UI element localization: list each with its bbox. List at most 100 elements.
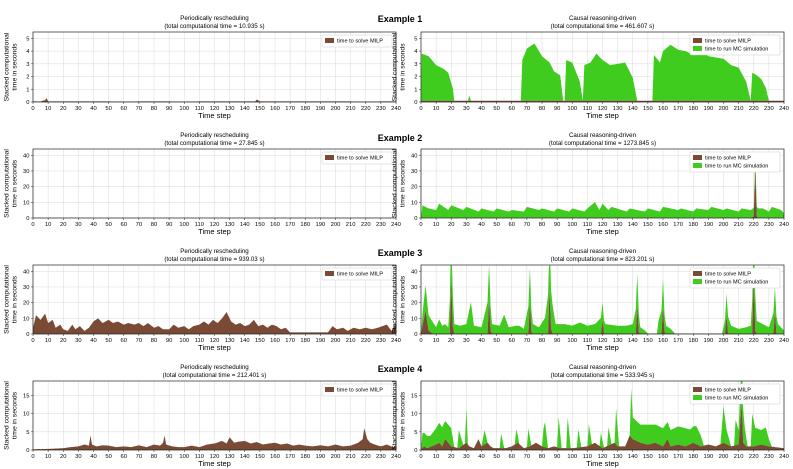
y-tick-label: 30 [411, 169, 417, 175]
x-tick-label: 130 [613, 454, 623, 460]
x-tick-label: 0 [419, 454, 422, 460]
x-tick-label: 10 [433, 338, 439, 344]
x-tick-label: 0 [419, 338, 422, 344]
legend: time to solve MILP time to run MC simulat… [689, 151, 781, 173]
x-tick-label: 30 [463, 222, 469, 228]
x-tick-label: 200 [331, 338, 341, 344]
x-tick-label: 60 [121, 222, 127, 228]
x-tick-label: 190 [316, 338, 326, 344]
x-tick-label: 220 [361, 454, 371, 460]
x-tick-label: 160 [270, 454, 280, 460]
x-tick-label: 120 [210, 338, 220, 344]
chart-title: Periodically rescheduling [180, 364, 249, 371]
x-tick-label: 200 [719, 338, 729, 344]
y-tick-label: 0 [414, 100, 417, 106]
x-axis-label: Time step [586, 111, 619, 120]
x-tick-label: 240 [391, 222, 401, 228]
x-tick-label: 240 [779, 338, 789, 344]
x-tick-label: 190 [316, 222, 326, 228]
x-tick-label: 60 [509, 222, 515, 228]
x-tick-label: 170 [673, 454, 683, 460]
y-axis-label-line: time in seconds [12, 391, 19, 439]
x-tick-label: 150 [643, 338, 653, 344]
y-tick-label: 2 [414, 75, 417, 81]
x-tick-label: 40 [90, 454, 96, 460]
y-tick-label: 5 [26, 36, 29, 42]
chart-panel: Periodically rescheduling(total computat… [4, 132, 401, 236]
legend-label: time to run MC simulation [705, 280, 768, 286]
chart-title: Causal reasoning-driven [569, 248, 637, 255]
x-tick-label: 140 [240, 106, 250, 112]
x-tick-label: 210 [346, 454, 356, 460]
legend-label: time to run MC simulation [705, 47, 768, 53]
x-tick-label: 140 [628, 222, 638, 228]
x-tick-label: 0 [31, 106, 34, 112]
x-tick-label: 130 [613, 338, 623, 344]
y-tick-label: 3 [414, 62, 417, 68]
y-axis-label: Stacked computationaltime in seconds [392, 381, 407, 450]
y-tick-label: 10 [23, 316, 29, 322]
x-tick-label: 40 [90, 338, 96, 344]
x-tick-label: 200 [331, 106, 341, 112]
legend-swatch [693, 155, 702, 160]
chart-panel: Periodically rescheduling(total computat… [4, 364, 401, 468]
x-tick-label: 60 [121, 338, 127, 344]
x-tick-label: 140 [240, 454, 250, 460]
chart-panel: Periodically rescheduling(total computat… [4, 248, 401, 352]
x-tick-label: 190 [704, 106, 714, 112]
x-tick-label: 130 [225, 454, 235, 460]
area-mc-simulation [421, 157, 784, 218]
legend-box [689, 383, 781, 405]
x-tick-label: 220 [361, 106, 371, 112]
y-axis-label-line: Stacked computational [392, 265, 399, 334]
x-tick-label: 210 [346, 222, 356, 228]
x-tick-label: 220 [361, 338, 371, 344]
y-tick-label: 4 [414, 49, 418, 55]
x-tick-label: 120 [598, 106, 608, 112]
x-tick-label: 70 [524, 454, 530, 460]
x-tick-label: 30 [463, 338, 469, 344]
x-tick-label: 90 [166, 454, 172, 460]
x-tick-label: 220 [749, 106, 759, 112]
x-tick-label: 150 [255, 222, 265, 228]
x-axis-label: Time step [586, 459, 619, 468]
y-tick-label: 30 [23, 285, 29, 291]
y-axis-label-line: time in seconds [400, 275, 407, 323]
x-tick-label: 190 [704, 454, 714, 460]
legend-swatch [693, 46, 702, 51]
legend-box [689, 267, 781, 289]
legend-box [689, 151, 781, 173]
y-axis-label-line: Stacked computational [392, 149, 399, 218]
y-tick-label: 0 [26, 100, 29, 106]
x-tick-label: 20 [60, 454, 66, 460]
x-tick-label: 210 [734, 454, 744, 460]
x-tick-label: 240 [779, 222, 789, 228]
y-tick-label: 15 [411, 394, 417, 400]
y-axis-label-line: Stacked computational [4, 381, 11, 450]
x-tick-label: 130 [225, 338, 235, 344]
x-tick-label: 150 [643, 222, 653, 228]
x-tick-label: 200 [719, 222, 729, 228]
x-tick-label: 60 [509, 454, 515, 460]
y-tick-label: 40 [23, 153, 29, 159]
x-tick-label: 230 [764, 222, 774, 228]
x-tick-label: 180 [300, 454, 310, 460]
x-tick-label: 20 [60, 338, 66, 344]
y-tick-label: 20 [23, 301, 29, 307]
x-tick-label: 50 [105, 338, 111, 344]
y-tick-label: 30 [23, 169, 29, 175]
x-tick-label: 10 [45, 222, 51, 228]
x-tick-label: 20 [448, 106, 454, 112]
y-tick-label: 20 [411, 301, 417, 307]
x-tick-label: 70 [524, 222, 530, 228]
legend-swatch [693, 395, 702, 400]
example-labels: Example 1 Example 2 Example 3 Example 4 [378, 14, 423, 374]
y-tick-label: 2 [26, 75, 29, 81]
legend-label: time to solve MILP [337, 156, 383, 162]
y-axis-label: Stacked computationaltime in seconds [392, 32, 407, 101]
area-mc-simulation [421, 265, 784, 334]
x-tick-label: 130 [225, 222, 235, 228]
y-tick-label: 10 [411, 412, 417, 418]
legend: time to solve MILP time to run MC simulat… [689, 267, 781, 289]
x-tick-label: 110 [583, 222, 592, 228]
